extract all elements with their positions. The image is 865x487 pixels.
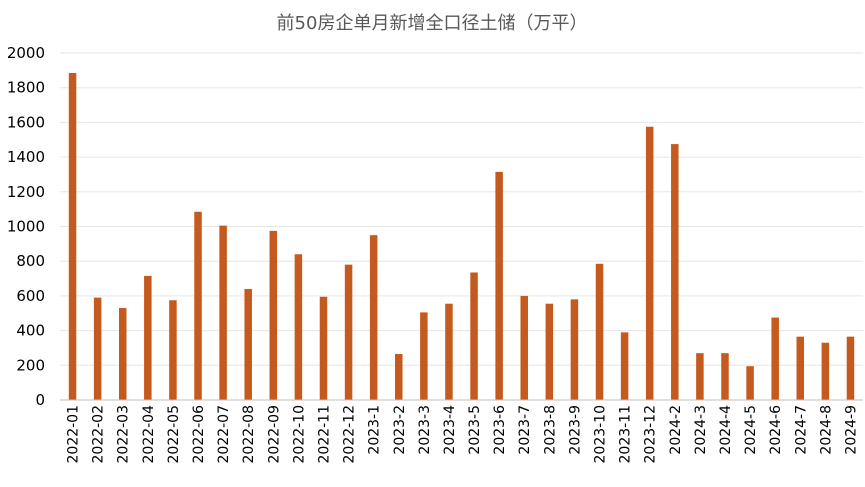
x-tick-label: 2023-6 bbox=[492, 405, 508, 455]
bar-2024-8 bbox=[821, 342, 830, 400]
bar-2024-9 bbox=[846, 336, 855, 400]
x-tick-label: 2023-4 bbox=[442, 405, 458, 455]
y-tick-label: 0 bbox=[35, 391, 45, 409]
x-tick-label: 2023-10 bbox=[593, 405, 609, 464]
x-tick-label: 2022-09 bbox=[266, 405, 282, 464]
x-tick-label: 2022-11 bbox=[316, 405, 332, 464]
x-tick-label: 2022-12 bbox=[342, 405, 358, 464]
bar-2023-2 bbox=[395, 354, 403, 400]
bar-2024-6 bbox=[771, 317, 779, 400]
bar-2022-05 bbox=[169, 300, 177, 400]
y-tick-label: 2000 bbox=[7, 44, 45, 62]
x-tick-label: 2023-9 bbox=[567, 405, 583, 455]
x-tick-label: 2023-11 bbox=[618, 405, 634, 464]
bar-2022-02 bbox=[93, 297, 102, 400]
y-axis-ticks: 0 200 400 600 800 1000 1200 1400 1600 1800 2000 bbox=[7, 44, 45, 409]
x-tick-label: 2023-8 bbox=[542, 405, 558, 455]
x-tick-label: 2024-4 bbox=[718, 405, 734, 455]
y-tick-label: 200 bbox=[16, 356, 45, 374]
y-tick-label: 1600 bbox=[7, 113, 45, 131]
x-tick-label: 2023-3 bbox=[417, 405, 433, 455]
bar-2023-7 bbox=[520, 295, 528, 400]
y-tick-label: 1000 bbox=[7, 218, 45, 236]
bars bbox=[68, 72, 855, 401]
x-tick-label: 2022-10 bbox=[291, 405, 307, 464]
bar-2022-07 bbox=[219, 225, 227, 400]
x-tick-label: 2022-02 bbox=[91, 405, 107, 464]
bar-2023-12 bbox=[645, 126, 654, 401]
bar-2023-11 bbox=[620, 332, 629, 400]
x-tick-label: 2024-7 bbox=[793, 405, 809, 455]
bar-2022-08 bbox=[244, 288, 252, 400]
x-tick-label: 2022-03 bbox=[116, 405, 132, 464]
bar-2023-6 bbox=[495, 171, 503, 400]
x-tick-label: 2024-9 bbox=[843, 405, 859, 455]
x-tick-label: 2022-08 bbox=[241, 405, 257, 464]
bar-2022-03 bbox=[118, 308, 127, 400]
bar-2023-3 bbox=[420, 312, 428, 400]
bar-2022-12 bbox=[344, 264, 353, 400]
bar-2022-04 bbox=[144, 275, 152, 400]
x-tick-label: 2024-2 bbox=[668, 405, 684, 455]
bar-2022-01 bbox=[68, 72, 77, 400]
bar-2024-5 bbox=[746, 366, 754, 400]
bar-2024-2 bbox=[671, 144, 679, 400]
x-tick-label: 2023-2 bbox=[392, 405, 408, 455]
bar-2022-10 bbox=[294, 254, 303, 400]
x-tick-label: 2023-12 bbox=[643, 405, 659, 464]
x-tick-label: 2024-8 bbox=[818, 405, 834, 455]
x-tick-label: 2023-7 bbox=[517, 405, 533, 455]
gridlines bbox=[60, 52, 863, 366]
x-tick-label: 2022-07 bbox=[216, 405, 232, 464]
bar-2024-7 bbox=[796, 336, 805, 400]
x-tick-label: 2024-3 bbox=[693, 405, 709, 455]
bar-2022-09 bbox=[269, 230, 278, 400]
bar-2023-8 bbox=[545, 303, 554, 400]
chart-title: 前50房企单月新增全口径土储（万平） bbox=[277, 13, 588, 34]
y-tick-label: 400 bbox=[16, 322, 45, 340]
x-tick-label: 2022-01 bbox=[66, 405, 82, 464]
y-tick-label: 1800 bbox=[7, 79, 45, 97]
bar-2023-9 bbox=[570, 299, 579, 400]
bar-2024-3 bbox=[696, 353, 704, 400]
bar-2023-1 bbox=[369, 235, 378, 400]
bar-2023-5 bbox=[470, 272, 478, 400]
x-tick-label: 2023-1 bbox=[367, 405, 383, 455]
x-tick-label: 2022-05 bbox=[166, 405, 182, 464]
bar-2022-06 bbox=[194, 211, 202, 400]
x-tick-label: 2024-5 bbox=[743, 405, 759, 455]
x-axis-ticks: 2022-01 2022-02 2022-03 2022-04 2022-05 2022-… bbox=[66, 405, 860, 464]
y-tick-label: 600 bbox=[16, 287, 45, 305]
y-tick-label: 1200 bbox=[7, 183, 45, 201]
bar-2023-4 bbox=[445, 303, 453, 400]
y-tick-label: 800 bbox=[16, 252, 45, 270]
bar-2023-10 bbox=[595, 263, 604, 400]
y-tick-label: 1400 bbox=[7, 148, 45, 166]
x-tick-label: 2023-5 bbox=[467, 405, 483, 455]
bar-2024-4 bbox=[721, 353, 729, 400]
x-tick-label: 2022-04 bbox=[141, 405, 157, 464]
bar-2022-11 bbox=[319, 296, 328, 400]
x-tick-label: 2024-6 bbox=[768, 405, 784, 455]
x-tick-label: 2022-06 bbox=[191, 405, 207, 464]
